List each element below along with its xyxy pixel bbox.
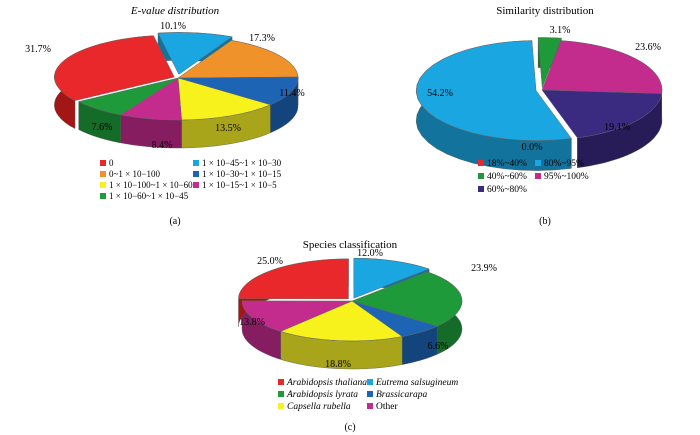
legend-swatch [278, 379, 284, 385]
legend-label: 1 × 10−15~1 × 10−5 [202, 180, 277, 190]
pie-slice [177, 77, 272, 121]
pie-slice [351, 271, 463, 327]
legend-label: 40%~60% [487, 172, 527, 182]
data-label: 6.6% [428, 341, 449, 352]
legend-label: 60%~80% [487, 185, 527, 195]
legend-swatch [535, 160, 541, 166]
legend-swatch [193, 182, 199, 188]
legend-label: Arabidopsis lyrata [286, 390, 358, 400]
pie-slice [77, 77, 179, 116]
chart-panel-similarity: Similarity distribution 0.0% 3.1% 19.1% 54.… [415, 5, 663, 227]
chart-title-evalue: E-value distribution [130, 5, 220, 17]
legend-swatch [478, 160, 484, 166]
legend-swatch [193, 160, 199, 166]
panel-label-a: (a) [169, 216, 180, 227]
pie-slice [541, 40, 663, 94]
legend-label: 95%~100% [544, 172, 589, 182]
pie-slice [537, 37, 562, 88]
legend-label: 18%~40% [487, 159, 527, 169]
legend-swatch [478, 186, 484, 192]
legend-swatch [367, 379, 373, 385]
panel-label-c: (c) [344, 422, 355, 433]
legend-swatch [278, 403, 284, 409]
legend-swatch [100, 182, 106, 188]
pie-slice [238, 258, 349, 300]
pie-slice [177, 76, 299, 106]
legend-swatch [278, 391, 284, 397]
pie-slice [54, 35, 175, 101]
data-label: 23.9% [471, 263, 497, 274]
legend-label: 1 × 10−30~1 × 10−15 [202, 169, 282, 179]
data-label: 13.5% [215, 123, 241, 134]
data-label: 0.0% [522, 142, 543, 153]
legend-label: 0~1 × 10−100 [109, 169, 161, 179]
data-label: 7.6% [92, 122, 113, 133]
legend-label: 1 × 10−45~1 × 10−30 [202, 158, 282, 168]
data-label: 17.3% [249, 33, 275, 44]
legend-label: 1 × 10−60~1 × 10−45 [109, 191, 189, 201]
data-label: 25.0% [257, 256, 283, 267]
data-label: 23.6% [635, 42, 661, 53]
data-label: 12.0% [357, 248, 383, 259]
legend-swatch [478, 173, 484, 179]
chart-title-species: Species classification [303, 239, 398, 251]
legend-label: Capsella rubella [287, 402, 351, 412]
data-label: 13.8% [239, 317, 265, 328]
data-label: 19.1% [604, 122, 630, 133]
pie-slice [177, 40, 299, 79]
pie-slice [416, 40, 572, 141]
pie-slice [279, 300, 403, 342]
legend-label: 1 × 10−100~1 × 10−60 [109, 180, 193, 190]
data-label: 3.1% [550, 25, 571, 36]
chart-title-similarity: Similarity distribution [496, 5, 594, 17]
pie-similarity: 0.0% 3.1% 19.1% 54.2% 23.6% [415, 25, 663, 171]
pie-slice [157, 32, 233, 75]
pie-slice [241, 300, 353, 332]
legend-swatch [367, 403, 373, 409]
legend-label: 80%~95% [544, 159, 584, 169]
data-label: 18.8% [325, 359, 351, 370]
pie-species: 25.0% 23.9% 18.8% 12.0% 6.6% 13.8% [238, 248, 497, 370]
legend-swatch [100, 160, 106, 166]
data-label: 31.7% [25, 44, 51, 55]
legend-label: Brassicarapa [376, 390, 427, 400]
legend-swatch [193, 171, 199, 177]
legend-label: Arabidopsis thaliana [286, 378, 367, 388]
pie-slice [541, 89, 662, 139]
data-label: 10.1% [160, 21, 186, 32]
pie-evalue: 31.7% 13.5% 7.6% 10.1% 11.4% 8.4% 17.3% [25, 21, 305, 151]
legend-label: 0 [109, 158, 114, 168]
legend-swatch [367, 391, 373, 397]
legend-similarity: 18%~40% 40%~60% 60%~80% 80%~95% 95%~100% [478, 159, 589, 195]
pie-slice [353, 257, 430, 299]
chart-panel-evalue: E-value distribution 31.7% 13.5% 7.6% 10.1%… [25, 5, 305, 227]
legend-label: Other [376, 402, 398, 412]
panel-label-b: (b) [539, 216, 551, 227]
chart-panel-species: Species classification 25.0% 23.9% 18.8% 12… [238, 239, 497, 433]
legend-swatch [535, 173, 541, 179]
data-label: 11.4% [279, 88, 304, 99]
legend-swatch [100, 193, 106, 199]
data-label: 8.4% [152, 140, 173, 151]
legend-species: Arabidopsis thaliana Arabidopsis lyrata Ca… [278, 378, 458, 412]
legend-swatch [100, 171, 106, 177]
legend-label: Eutrema salsugineum [375, 378, 458, 388]
data-label: 54.2% [427, 88, 453, 99]
